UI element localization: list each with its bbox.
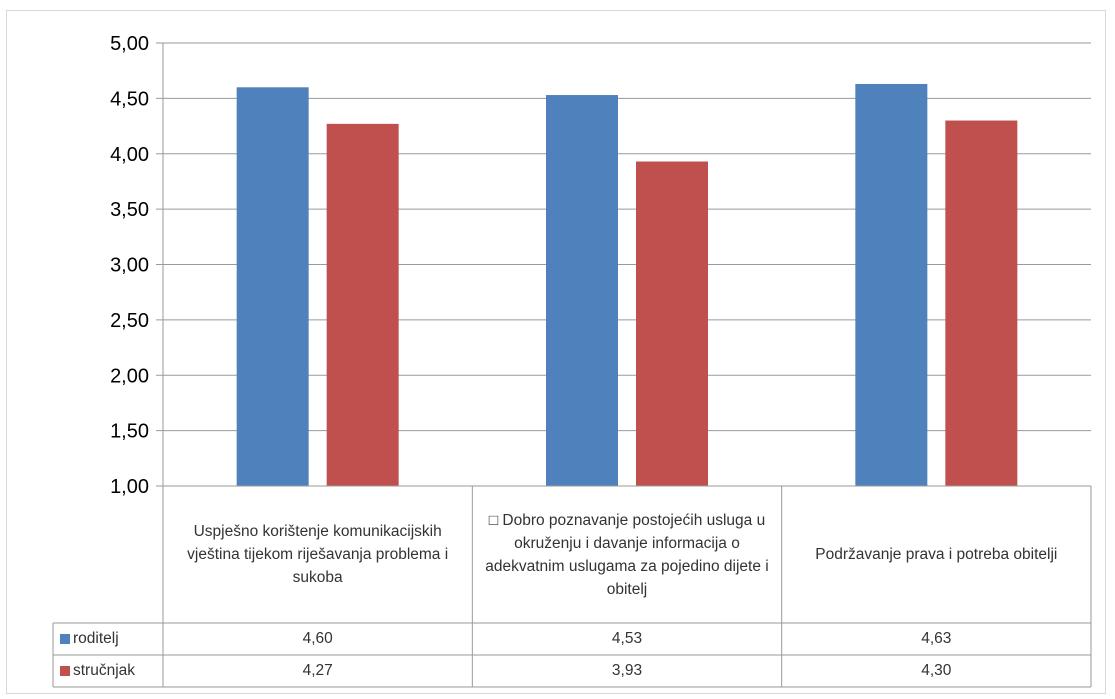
bar bbox=[236, 87, 309, 487]
bar bbox=[546, 95, 618, 487]
legend-entry: roditelj bbox=[53, 623, 163, 655]
legend-swatch bbox=[60, 634, 70, 644]
data-value-cell: 4,63 bbox=[921, 630, 952, 647]
y-tick-label: 2,00 bbox=[110, 365, 149, 387]
bar bbox=[326, 123, 399, 486]
y-tick-label: 4,00 bbox=[110, 144, 149, 166]
y-tick-label: 5,00 bbox=[110, 33, 149, 55]
bar bbox=[636, 161, 708, 486]
data-value-cell: 4,30 bbox=[921, 662, 952, 679]
bar bbox=[855, 83, 928, 486]
category-label: Podržavanje prava i potreba obitelji bbox=[815, 546, 1058, 563]
legend-entry: stručnjak bbox=[53, 655, 163, 687]
y-tick-label: 1,50 bbox=[110, 421, 149, 443]
category-label: □ Dobro poznavanje postojećih usluga u o… bbox=[485, 511, 769, 598]
data-value-cell: 4,27 bbox=[302, 662, 333, 679]
legend-label: stručnjak bbox=[73, 662, 136, 679]
legend-label: roditelj bbox=[73, 630, 119, 647]
data-value-cell: 4,60 bbox=[302, 630, 333, 647]
y-tick-label: 1,00 bbox=[110, 476, 149, 498]
y-tick-label: 2,50 bbox=[110, 310, 149, 332]
bar bbox=[945, 120, 1018, 487]
category-label: Uspješno korištenje komunikacijskih vješ… bbox=[187, 523, 449, 586]
y-tick-label: 3,00 bbox=[110, 255, 149, 277]
y-tick-label: 4,50 bbox=[110, 88, 149, 110]
y-tick-label: 3,50 bbox=[110, 199, 149, 221]
data-value-cell: 3,93 bbox=[611, 662, 643, 679]
data-value-cell: 4,53 bbox=[611, 630, 643, 647]
chart-frame bbox=[6, 10, 1106, 694]
legend-swatch bbox=[60, 666, 70, 676]
